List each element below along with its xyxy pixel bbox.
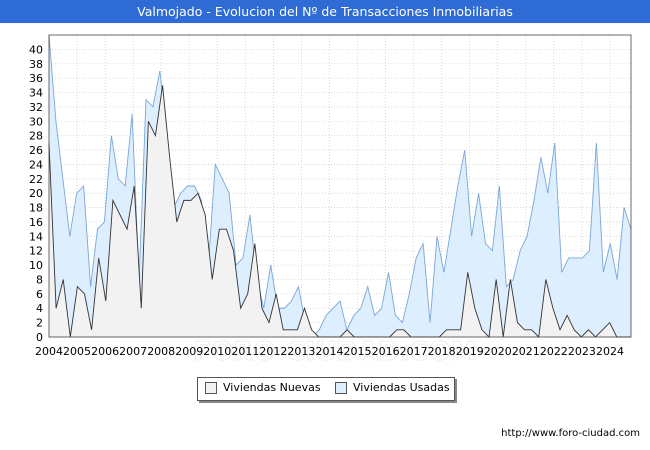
x-tick-label: 2005	[63, 345, 91, 358]
y-tick-label: 38	[29, 58, 43, 71]
x-tick-label: 2011	[231, 345, 259, 358]
y-tick-label: 10	[29, 259, 43, 272]
y-tick-label: 16	[29, 216, 43, 229]
legend: Viviendas Nuevas Viviendas Usadas	[197, 377, 455, 401]
y-tick-label: 4	[36, 302, 43, 315]
x-tick-label: 2008	[147, 345, 175, 358]
x-tick-label: 2018	[428, 345, 456, 358]
x-tick-label: 2015	[344, 345, 372, 358]
y-tick-label: 32	[29, 101, 43, 114]
y-tick-label: 2	[36, 317, 43, 330]
x-tick-label: 2024	[596, 345, 624, 358]
nuevas-area	[49, 85, 631, 337]
y-tick-label: 28	[29, 130, 43, 143]
legend-swatch-usadas	[335, 382, 347, 394]
usadas-line	[48, 34, 632, 338]
x-tick-label: 2006	[91, 345, 119, 358]
watermark: FORO-CIUDAD.COM	[193, 337, 476, 367]
x-tick-label: 2023	[568, 345, 596, 358]
y-tick-label: 8	[36, 273, 43, 286]
axes: 0246810121416182022242628303234363840200…	[29, 34, 632, 358]
x-tick-label: 2009	[175, 345, 203, 358]
plot-border	[48, 34, 632, 338]
x-tick-label: 2017	[400, 345, 428, 358]
legend-swatch-nuevas	[205, 382, 217, 394]
x-tick-label: 2007	[119, 345, 147, 358]
x-tick-label: 2010	[203, 345, 231, 358]
chart-title: Valmojado - Evolucion del Nº de Transacc…	[0, 0, 650, 23]
y-tick-label: 18	[29, 202, 43, 215]
x-tick-label: 2013	[287, 345, 315, 358]
x-tick-label: 2004	[35, 345, 63, 358]
legend-label-nuevas: Viviendas Nuevas	[223, 381, 321, 394]
chart-area: FORO-CIUDAD.COM 024681012141618202224262…	[29, 34, 632, 368]
y-tick-label: 14	[29, 230, 43, 243]
y-tick-label: 22	[29, 173, 43, 186]
y-tick-label: 26	[29, 144, 43, 157]
y-tick-label: 24	[29, 158, 43, 171]
y-tick-label: 20	[29, 187, 43, 200]
x-tick-label: 2021	[512, 345, 540, 358]
y-tick-label: 6	[36, 288, 43, 301]
y-tick-label: 40	[29, 43, 43, 56]
x-tick-label: 2016	[372, 345, 400, 358]
x-tick-label: 2019	[456, 345, 484, 358]
x-tick-label: 2020	[484, 345, 512, 358]
legend-label-usadas: Viviendas Usadas	[353, 381, 450, 394]
y-tick-label: 12	[29, 245, 43, 258]
y-tick-label: 34	[29, 87, 43, 100]
source-url: http://www.foro-ciudad.com	[501, 428, 640, 439]
y-tick-label: 30	[29, 115, 43, 128]
x-tick-label: 2022	[540, 345, 568, 358]
x-tick-label: 2014	[315, 345, 343, 358]
y-tick-label: 36	[29, 72, 43, 85]
x-tick-label: 2012	[259, 345, 287, 358]
y-tick-label: 0	[36, 331, 43, 344]
